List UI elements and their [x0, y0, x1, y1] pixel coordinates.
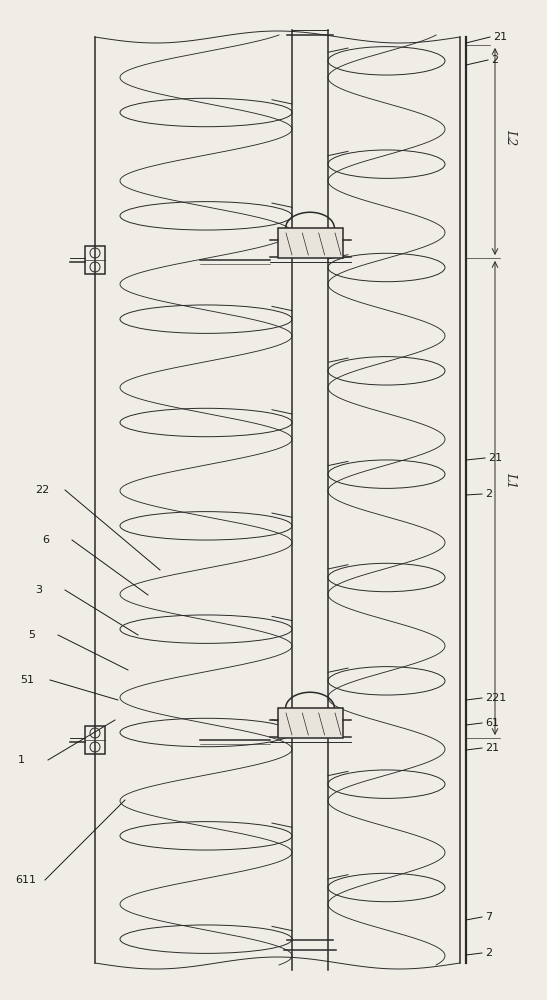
Text: 7: 7: [485, 912, 492, 922]
Text: L1: L1: [504, 472, 517, 488]
Text: 21: 21: [488, 453, 502, 463]
Bar: [278, 228, 343, 258]
Text: 2: 2: [491, 55, 498, 65]
Text: 22: 22: [35, 485, 49, 495]
Text: L2: L2: [504, 129, 517, 146]
Text: 611: 611: [15, 875, 36, 885]
Bar: [278, 708, 343, 738]
Text: 1: 1: [18, 755, 25, 765]
Text: 5: 5: [28, 630, 35, 640]
Text: 2: 2: [485, 489, 492, 499]
Text: 221: 221: [485, 693, 507, 703]
Text: 3: 3: [35, 585, 42, 595]
Bar: [85, 246, 105, 274]
Text: 2: 2: [485, 948, 492, 958]
Text: 51: 51: [20, 675, 34, 685]
Text: 21: 21: [493, 32, 507, 42]
Text: 6: 6: [42, 535, 49, 545]
Bar: [85, 726, 105, 754]
Text: 61: 61: [485, 718, 499, 728]
Text: 21: 21: [485, 743, 499, 753]
